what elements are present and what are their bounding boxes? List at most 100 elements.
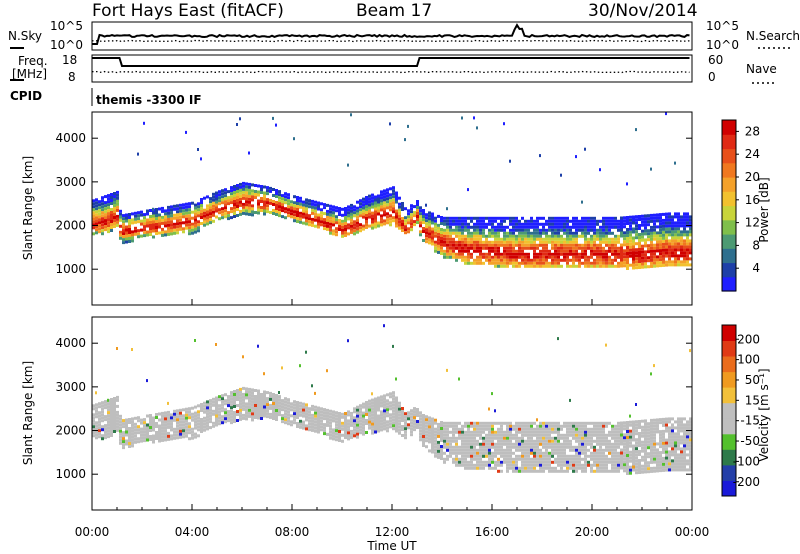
scatter-cell bbox=[203, 422, 206, 426]
scatter-cell bbox=[158, 222, 161, 226]
scatter-cell bbox=[674, 215, 677, 219]
speckle-cell bbox=[635, 128, 637, 132]
scatter-cell bbox=[482, 228, 485, 232]
scatter-cell bbox=[662, 429, 665, 433]
scatter-cell bbox=[617, 237, 620, 241]
scatter-cell bbox=[644, 422, 647, 426]
scatter-cell bbox=[236, 190, 239, 193]
scatter-cell bbox=[245, 185, 248, 189]
scatter-cell bbox=[608, 240, 611, 244]
scatter-cell bbox=[458, 240, 461, 244]
scatter-cell bbox=[266, 186, 269, 190]
scatter-cell bbox=[569, 219, 572, 223]
scatter-cell bbox=[128, 421, 131, 424]
scatter-cell bbox=[497, 421, 500, 425]
scatter-cell bbox=[332, 223, 335, 227]
scatter-cell bbox=[518, 430, 521, 434]
scatter-cell bbox=[557, 424, 560, 428]
scatter-cell bbox=[506, 469, 509, 473]
scatter-cell bbox=[461, 463, 464, 467]
scatter-cell bbox=[659, 234, 662, 238]
scatter-cell bbox=[110, 229, 113, 232]
scatter-cell bbox=[686, 447, 689, 451]
scatter-cell bbox=[566, 216, 569, 220]
scatter-cell bbox=[392, 397, 395, 401]
scatter-cell bbox=[416, 200, 419, 203]
scatter-cell bbox=[632, 266, 635, 270]
scatter-cell bbox=[602, 460, 605, 464]
scatter-cell bbox=[308, 407, 311, 411]
speckle-cell bbox=[575, 155, 577, 159]
scatter-cell bbox=[566, 457, 569, 461]
scatter-cell bbox=[227, 217, 230, 221]
scatter-cell bbox=[251, 388, 254, 392]
scatter-cell bbox=[581, 243, 584, 247]
scatter-cell bbox=[170, 223, 173, 227]
scatter-cell bbox=[464, 222, 467, 226]
scatter-cell bbox=[314, 203, 317, 207]
scatter-cell bbox=[482, 427, 485, 431]
scatter-cell bbox=[563, 231, 566, 235]
scatter-cell bbox=[575, 219, 578, 223]
scatter-cell bbox=[581, 463, 584, 467]
scatter-cell bbox=[473, 457, 476, 461]
scatter-cell bbox=[617, 436, 620, 440]
scatter-cell bbox=[131, 432, 134, 436]
scatter-cell bbox=[506, 436, 509, 440]
scatter-cell bbox=[527, 430, 530, 434]
scatter-cell bbox=[500, 442, 503, 446]
scatter-cell bbox=[659, 463, 662, 467]
speckle-cell bbox=[491, 392, 493, 396]
scatter-cell bbox=[329, 433, 332, 437]
scatter-cell bbox=[263, 197, 266, 201]
scatter-cell bbox=[593, 445, 596, 449]
scatter-cell bbox=[422, 215, 425, 218]
scatter-cell bbox=[605, 433, 608, 437]
scatter-cell bbox=[647, 238, 650, 242]
scatter-cell bbox=[443, 424, 446, 428]
scatter-cell bbox=[299, 425, 302, 429]
scatter-cell bbox=[161, 227, 164, 231]
scatter-cell bbox=[275, 201, 278, 204]
scatter-cell bbox=[299, 202, 302, 206]
scatter-cell bbox=[179, 224, 182, 228]
scatter-cell bbox=[128, 418, 131, 421]
scatter-cell bbox=[560, 252, 563, 256]
scatter-cell bbox=[572, 460, 575, 464]
scatter-cell bbox=[362, 426, 365, 430]
scatter-cell bbox=[170, 205, 173, 209]
scatter-cell bbox=[662, 441, 665, 445]
scatter-cell bbox=[149, 227, 152, 230]
scatter-cell bbox=[488, 243, 491, 247]
scatter-cell bbox=[683, 453, 686, 457]
scatter-cell bbox=[449, 442, 452, 446]
scatter-cell bbox=[266, 406, 269, 410]
scatter-cell bbox=[641, 446, 644, 450]
scatter-cell bbox=[377, 197, 380, 201]
scatter-cell bbox=[494, 445, 497, 449]
scatter-cell bbox=[665, 212, 668, 216]
nsky-label: N.Sky bbox=[8, 29, 42, 43]
scatter-cell bbox=[311, 223, 314, 227]
scatter-cell bbox=[296, 407, 299, 410]
scatter-cell bbox=[518, 448, 521, 452]
scatter-cell bbox=[620, 222, 623, 226]
scatter-cell bbox=[377, 429, 380, 433]
scatter-cell bbox=[170, 422, 173, 426]
scatter-cell bbox=[425, 418, 428, 422]
scatter-cell bbox=[689, 462, 692, 466]
scatter-cell bbox=[398, 407, 401, 411]
scatter-cell bbox=[440, 240, 443, 243]
scatter-cell bbox=[593, 448, 596, 452]
scatter-cell bbox=[518, 243, 521, 247]
scatter-cell bbox=[245, 411, 248, 415]
scatter-cell bbox=[644, 461, 647, 465]
scatter-cell bbox=[614, 219, 617, 223]
scatter-cell bbox=[290, 402, 293, 406]
scatter-cell bbox=[611, 442, 614, 446]
scatter-cell bbox=[188, 407, 191, 411]
scatter-cell bbox=[608, 460, 611, 464]
colorbar-segment bbox=[722, 356, 736, 373]
scatter-cell bbox=[458, 448, 461, 452]
scatter-cell bbox=[557, 448, 560, 452]
